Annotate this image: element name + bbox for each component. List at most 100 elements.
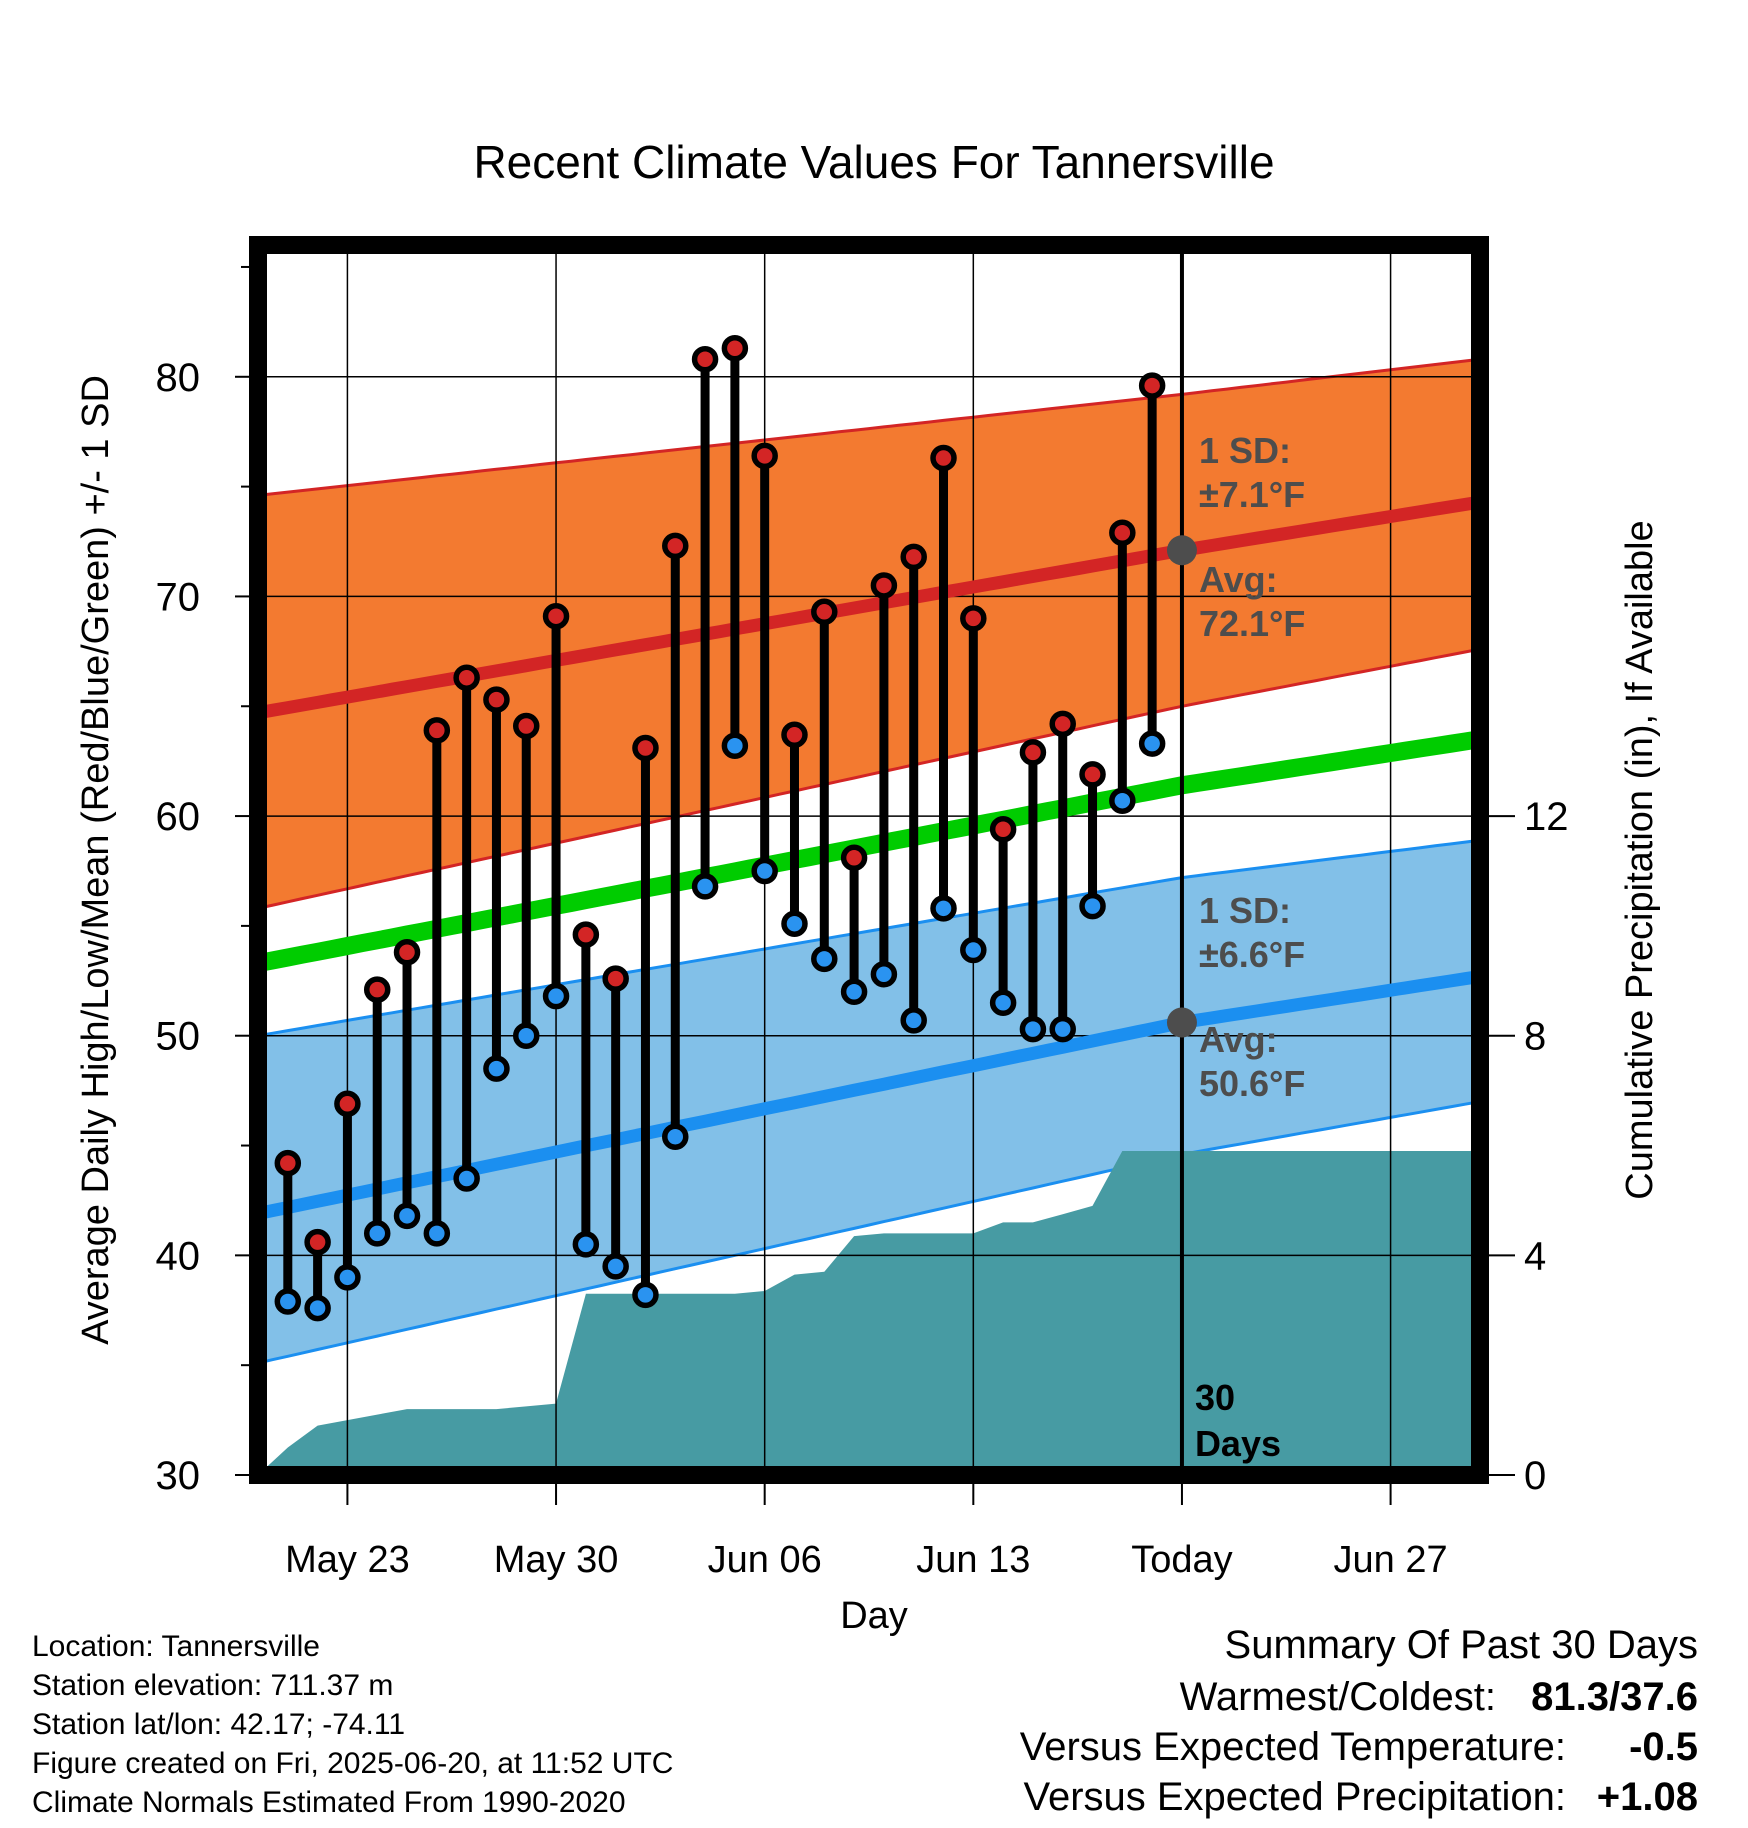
temp-anomaly-label: Versus Expected Temperature:	[1020, 1725, 1566, 1769]
x-tick-label: May 30	[494, 1539, 619, 1581]
daily-low-point	[900, 1007, 927, 1034]
summary-panel: Summary Of Past 30 Days Warmest/Coldest:…	[1020, 1623, 1698, 1819]
today-high-normal-marker	[1166, 535, 1197, 566]
daily-low-point	[334, 1264, 361, 1291]
y-tick-label: 50	[156, 1015, 201, 1059]
cumulative-precip-area	[258, 1151, 1480, 1475]
daily-high-point	[930, 444, 957, 472]
x-tick-label: Today	[1131, 1539, 1232, 1581]
daily-high-point	[304, 1228, 331, 1256]
daily-low-point	[632, 1281, 659, 1309]
figure-created: Figure created on Fri, 2025-06-20, at 11…	[32, 1747, 673, 1780]
low-sd-lower-edge	[258, 1100, 1480, 1365]
y-tick-label: 60	[156, 795, 201, 839]
daily-high-point	[781, 721, 808, 749]
daily-high-point	[691, 345, 719, 373]
daily-low-point	[870, 960, 898, 988]
daily-low-point	[721, 732, 749, 760]
daily-high-point	[632, 734, 659, 762]
daily-low-point	[662, 1123, 689, 1150]
mean-normal-line	[258, 730, 1480, 973]
y-tick-label: 70	[156, 575, 201, 619]
plot-frame	[249, 236, 1489, 1484]
daily-high-point	[1049, 710, 1076, 738]
daily-low-point	[1138, 730, 1166, 757]
y-tick-label: 30	[156, 1454, 201, 1498]
x-tick-label: Jun 13	[916, 1539, 1030, 1581]
high-sd-upper-edge	[258, 357, 1480, 497]
daily-low-point	[542, 982, 570, 1010]
y2-tick-label: 0	[1524, 1454, 1546, 1498]
daily-high-point	[542, 602, 570, 630]
y-axis-label: Average Daily High/Low/Mean (Red/Blue/Gr…	[75, 375, 117, 1345]
high-sd-band	[258, 359, 1480, 909]
daily-low-point	[930, 895, 957, 922]
x-tick-label: Jun 06	[708, 1539, 822, 1581]
daily-high-point	[1138, 372, 1166, 399]
daily-low-point	[453, 1165, 480, 1192]
y2-axis-label: Cumulative Precipitation (in), If Availa…	[1619, 520, 1661, 1199]
daily-low-point	[602, 1253, 629, 1280]
normals-period: Climate Normals Estimated From 1990-2020	[32, 1786, 626, 1819]
warm-cold-value: 81.3/37.6	[1531, 1675, 1698, 1719]
daily-high-point	[602, 965, 629, 992]
daily-high-point	[483, 686, 510, 713]
high-avg-annotation-value: 72.1°F	[1199, 603, 1305, 644]
low-sd-annotation-value: ±6.6°F	[1199, 934, 1305, 975]
daily-high-point	[334, 1090, 361, 1118]
axes: 30 40 50 60 70 80 0 4 8 12 May 23 May 30 Jun 06 Jun 1…	[156, 265, 1569, 1581]
high-avg-annotation: Avg:	[1199, 559, 1278, 600]
today-low-normal-marker	[1166, 1007, 1197, 1038]
temp-anomaly-value: -0.5	[1629, 1725, 1698, 1769]
station-location: Location: Tannersville	[32, 1630, 320, 1663]
daily-high-point	[989, 816, 1017, 843]
daily-high-point	[512, 712, 540, 740]
daily-high-point	[1019, 739, 1047, 766]
warm-cold-label: Warmest/Coldest:	[1180, 1675, 1496, 1719]
daily-low-point	[989, 989, 1017, 1017]
y-tick-label: 80	[156, 356, 201, 400]
daily-low-point	[691, 873, 719, 900]
days-window-label: 30	[1195, 1377, 1235, 1418]
summary-heading: Summary Of Past 30 Days	[1225, 1623, 1698, 1667]
daily-low-point	[363, 1220, 391, 1247]
daily-low-point	[1049, 1015, 1076, 1043]
high-sd-annotation-value: ±7.1°F	[1199, 474, 1305, 515]
daily-high-point	[453, 664, 480, 691]
daily-high-point	[751, 442, 778, 470]
daily-high-point	[393, 939, 421, 966]
daily-low-point	[423, 1220, 451, 1247]
daily-low-point	[483, 1055, 510, 1082]
daily-low-point	[512, 1022, 540, 1049]
station-info: Location: Tannersville Station elevation…	[32, 1630, 673, 1819]
daily-low-point	[960, 936, 987, 964]
precipitation-layer	[258, 1151, 1480, 1475]
y2-tick-label: 8	[1524, 1015, 1546, 1059]
daily-low-point	[1019, 1015, 1047, 1043]
daily-low-point	[781, 910, 808, 937]
low-sd-band	[258, 840, 1480, 1363]
high-sd-annotation: 1 SD:	[1199, 430, 1291, 471]
daily-low-point	[572, 1231, 600, 1258]
observations	[274, 334, 1166, 1322]
y2-tick-label: 12	[1524, 795, 1569, 839]
daily-high-point	[840, 844, 868, 872]
daily-high-point	[363, 976, 391, 1003]
daily-low-point	[1109, 787, 1136, 814]
daily-high-point	[423, 717, 451, 744]
daily-high-point	[1109, 519, 1136, 546]
daily-low-point	[840, 978, 868, 1006]
station-latlon: Station lat/lon: 42.17; -74.11	[32, 1708, 405, 1741]
daily-low-point	[304, 1294, 331, 1322]
precip-anomaly-label: Versus Expected Precipitation:	[1023, 1775, 1566, 1819]
daily-low-point	[274, 1288, 302, 1315]
daily-low-point	[811, 945, 838, 973]
daily-high-point	[662, 532, 689, 560]
high-sd-lower-edge	[258, 647, 1480, 910]
daily-high-point	[274, 1149, 302, 1177]
daily-low-point	[393, 1202, 421, 1230]
y-tick-label: 40	[156, 1234, 201, 1278]
